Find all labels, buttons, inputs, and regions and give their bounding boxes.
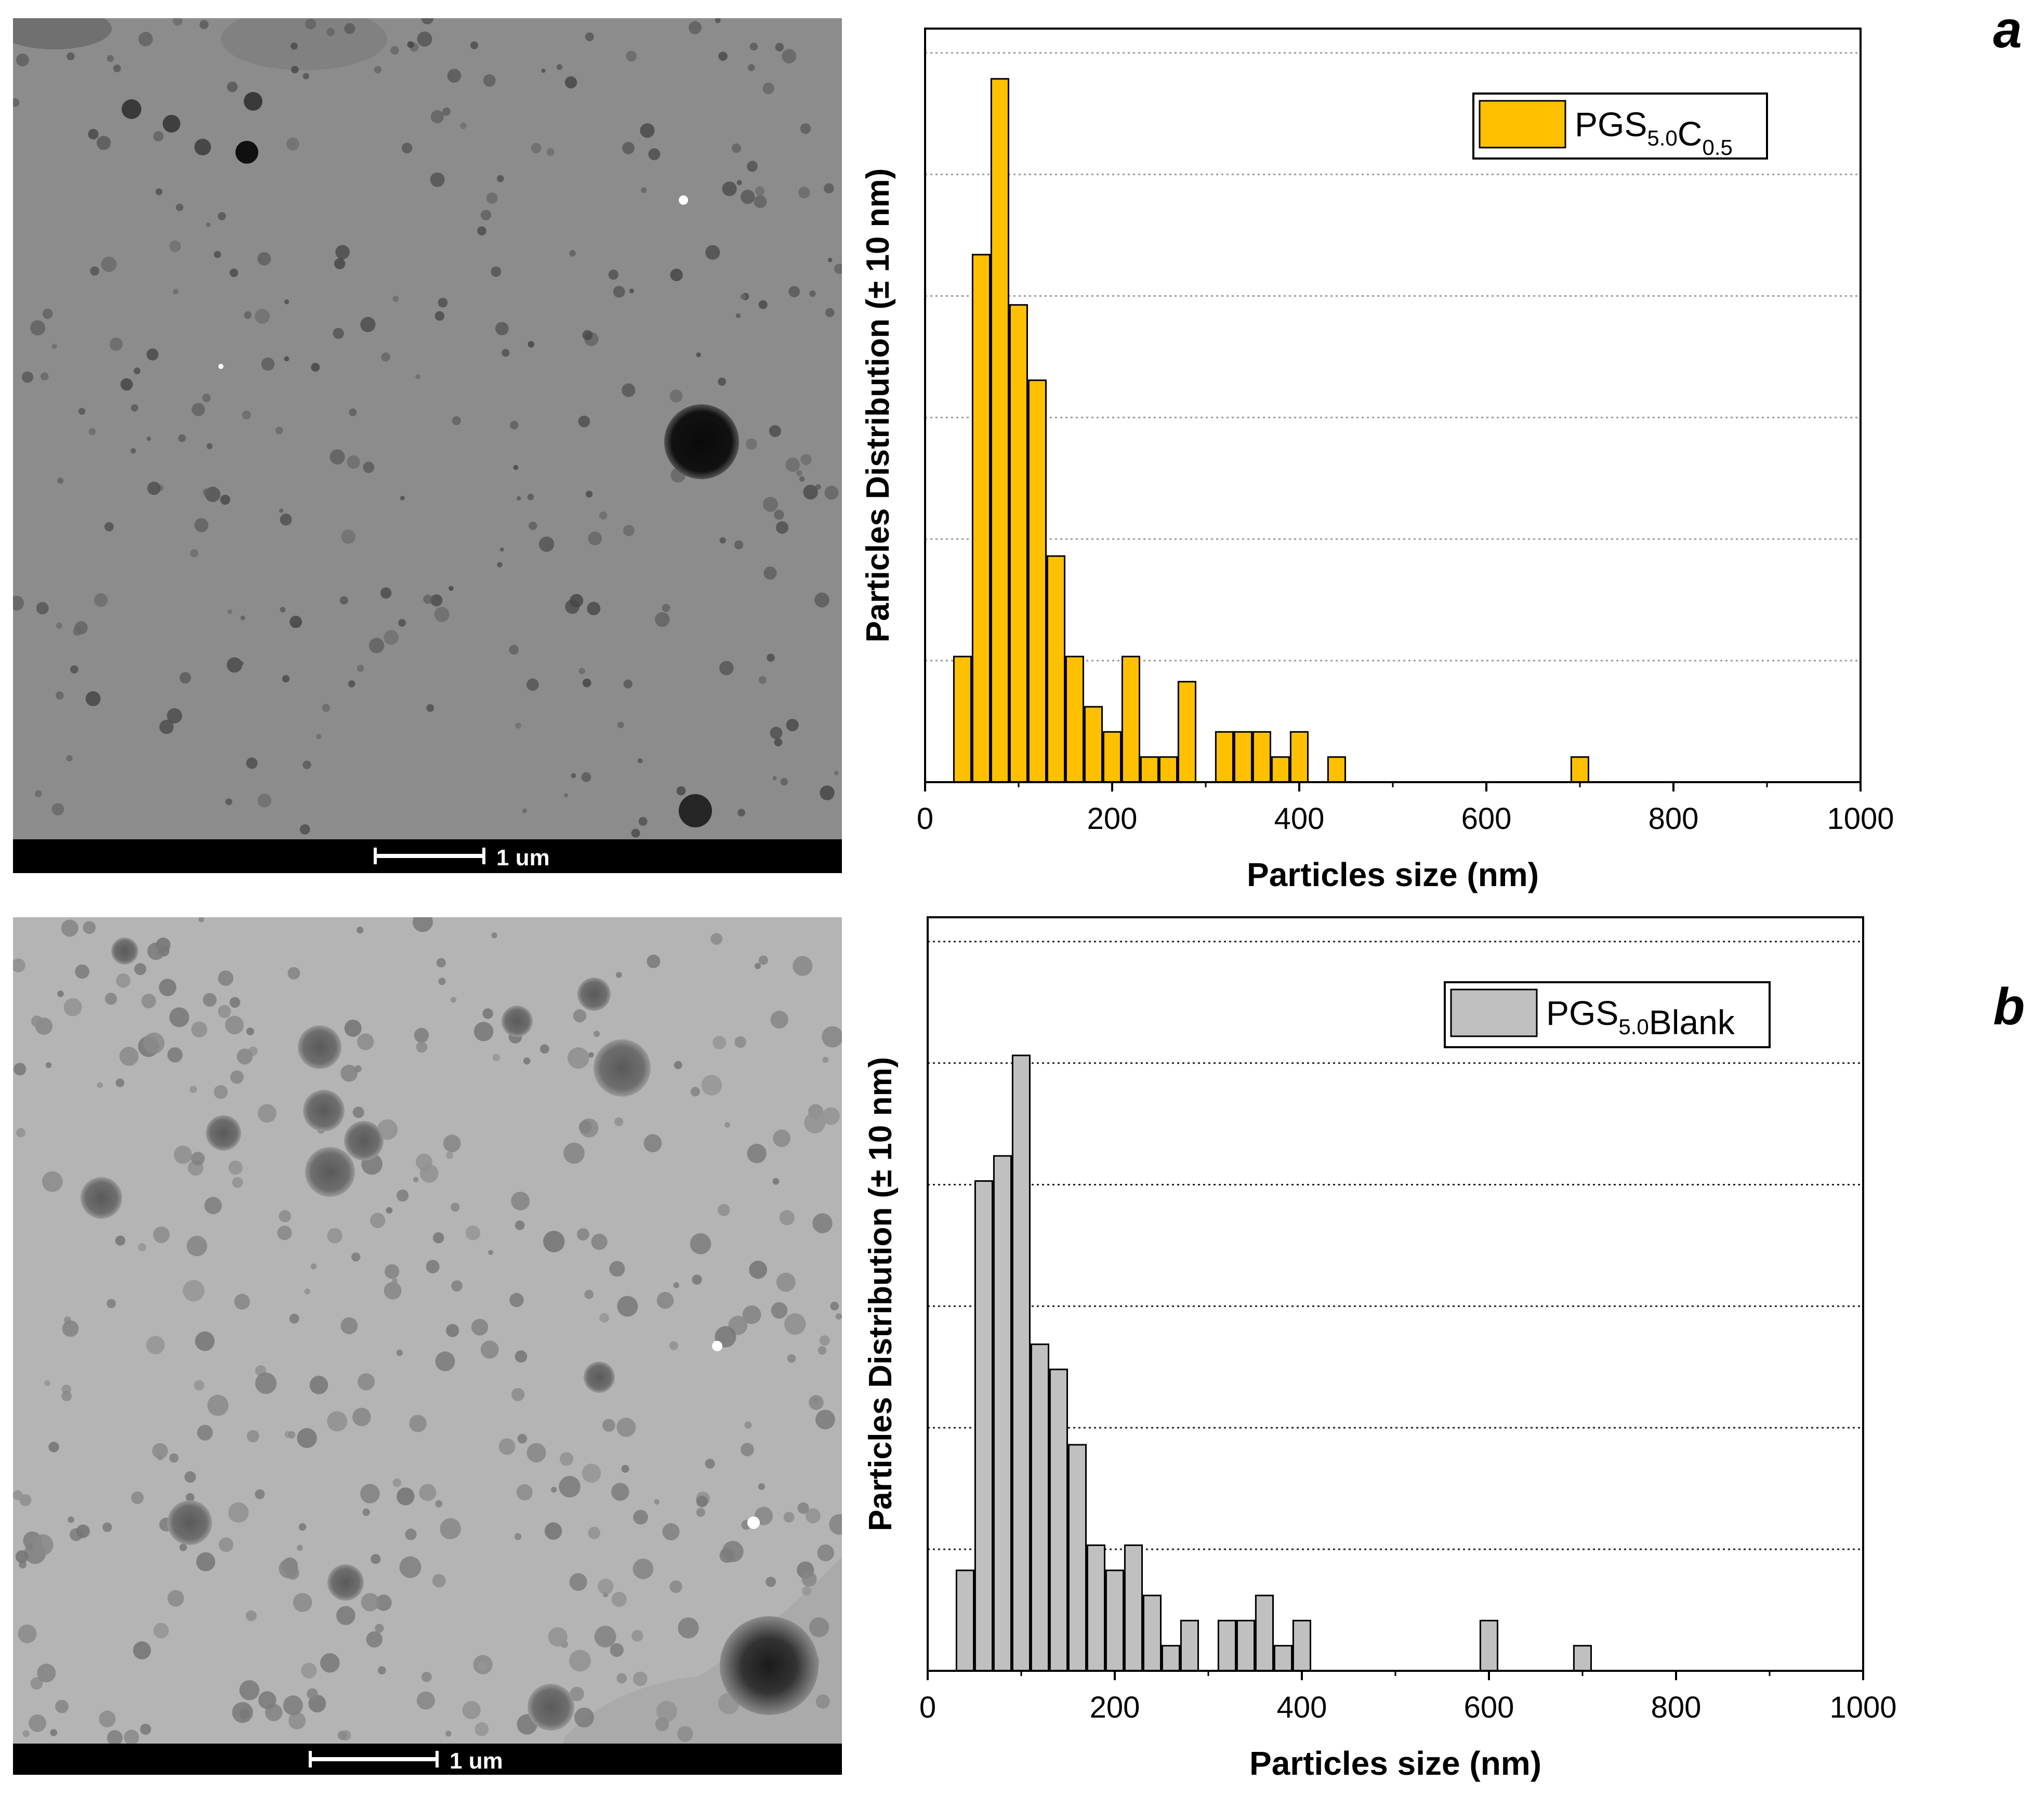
x-axis-label: Particles size (nm) [1247, 856, 1539, 893]
histogram-bar [990, 78, 1009, 783]
y-axis-label: Particles Distribution (± 10 nm) [860, 168, 896, 643]
histogram-bar [1067, 1444, 1087, 1672]
histogram-bar [1255, 1594, 1274, 1672]
panel-letter-a: a [1993, 1, 2022, 59]
histogram-bar [1479, 1619, 1499, 1672]
legend-subscript: 5.0 [1618, 1014, 1649, 1039]
histogram-bar [1217, 1619, 1237, 1672]
histogram-b: 0 200 400 600 800 1000 Particles size (nm) Part… [852, 904, 1975, 1788]
x-tick-label: 400 [1277, 1691, 1327, 1724]
histogram-bar [1140, 756, 1159, 783]
x-tick-label: 1000 [1827, 802, 1894, 836]
x-tick-label: 0 [919, 1691, 936, 1724]
histogram-bar [993, 1155, 1012, 1672]
histogram-bar [1086, 1544, 1105, 1672]
histogram-bar [1233, 731, 1253, 783]
histogram-bar [1271, 756, 1290, 783]
x-tick-label: 800 [1649, 802, 1699, 836]
legend-swatch [1450, 988, 1538, 1037]
y-axis-label: Particles Distribution (± 10 nm) [863, 1057, 899, 1532]
histogram-bar [1292, 1619, 1312, 1672]
histogram-bar [1142, 1594, 1162, 1672]
histogram-bar [1102, 731, 1122, 783]
legend-swatch [1479, 100, 1566, 149]
histogram-bar [1273, 1645, 1293, 1672]
x-tick-label: 1000 [1829, 1691, 1896, 1724]
legend-label: PGS5.0Blank [1546, 994, 1735, 1041]
x-tick-label: 600 [1464, 1691, 1514, 1724]
legend-text: PGS [1546, 994, 1618, 1032]
legend-label: PGS5.0C0.5 [1575, 105, 1733, 160]
histogram-bar [974, 1180, 993, 1672]
x-tick-label: 0 [917, 802, 933, 836]
histogram-bar [1327, 756, 1347, 783]
tem-micrograph-a: 1 um [13, 18, 842, 873]
histogram-bar [1030, 1343, 1049, 1672]
histogram-bar [1570, 756, 1590, 783]
histogram-b-svg: 0 200 400 600 800 1000 Particles size (nm) Part… [863, 916, 1897, 1782]
x-tick-label: 600 [1461, 802, 1512, 836]
histogram-bar [1573, 1645, 1592, 1672]
micrograph-image-a: 1 um [13, 18, 842, 873]
x-tick-label: 200 [1090, 1691, 1140, 1724]
histogram-bar [1180, 1619, 1199, 1672]
histogram-bar [1158, 756, 1178, 783]
legend-text: Blank [1649, 1003, 1735, 1041]
histogram-bar [1011, 1054, 1031, 1672]
histogram-a-svg: 0 200 400 600 800 1000 Particles size (nm) Part… [860, 28, 1894, 893]
histogram-bar [1215, 731, 1234, 783]
histogram-bar [1065, 655, 1084, 783]
tem-micrograph-b: 1 um [13, 917, 842, 1775]
histogram-bar [1236, 1619, 1256, 1672]
histogram-bar [1124, 1544, 1143, 1672]
histogram-bar [1084, 706, 1103, 783]
histogram-bar [1289, 731, 1309, 783]
scale-bar-b [309, 1751, 439, 1767]
histogram-bar [1161, 1645, 1181, 1672]
histogram-a: 0 200 400 600 800 1000 Particles size (nm) Part… [852, 0, 1975, 904]
histogram-bar [1177, 681, 1197, 783]
histogram-bar [1027, 379, 1047, 783]
x-axis-label: Particles size (nm) [1249, 1745, 1541, 1782]
histogram-bar [1046, 555, 1065, 783]
x-tick-label: 800 [1651, 1691, 1702, 1724]
panel-letter-b: b [1993, 978, 2025, 1036]
legend-text: PGS [1575, 105, 1647, 143]
x-tick-label: 400 [1274, 802, 1325, 836]
histogram-bar [1009, 304, 1028, 783]
histogram-bar [1121, 655, 1141, 783]
histogram-bar [971, 254, 991, 783]
legend-text: C [1678, 114, 1703, 153]
scale-bar-label-a: 1 um [496, 845, 550, 870]
legend-subscript: 5.0 [1647, 126, 1677, 150]
histogram-bar [1252, 731, 1272, 783]
legend-subscript: 0.5 [1702, 135, 1732, 160]
histogram-bar [955, 1569, 974, 1672]
micrograph-image-b: 1 um [13, 917, 842, 1775]
histogram-bar [953, 655, 972, 783]
histogram-bar [1049, 1368, 1068, 1672]
scale-bar-label-b: 1 um [450, 1748, 503, 1774]
scale-bar-a [374, 848, 485, 864]
histogram-bar [1105, 1569, 1124, 1672]
x-tick-label: 200 [1087, 802, 1138, 836]
